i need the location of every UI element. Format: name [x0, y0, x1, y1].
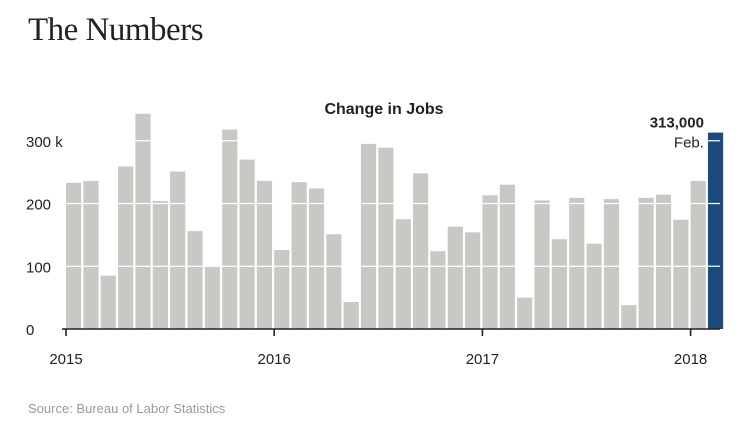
bar [465, 232, 481, 329]
bar [360, 143, 377, 329]
bar [603, 199, 620, 329]
y-tick-label: 300 k [26, 134, 63, 151]
bar [378, 147, 394, 329]
bar [118, 166, 134, 329]
bar [66, 182, 82, 329]
bar [569, 197, 585, 329]
x-tick-label: 2015 [49, 351, 82, 368]
bar [100, 275, 116, 329]
bar [551, 239, 567, 329]
annotation-month: Feb. [674, 135, 704, 152]
bar [517, 297, 533, 329]
y-tick-label: 100 [26, 259, 51, 276]
bar [586, 243, 602, 329]
bar [83, 180, 99, 329]
source-note: Source: Bureau of Labor Statistics [28, 401, 226, 416]
page-title: The Numbers [28, 12, 204, 48]
y-axis-labels: 0 100 200 300 k [26, 134, 63, 339]
bar [690, 180, 706, 329]
bar [326, 234, 342, 329]
x-tick-label: 2017 [466, 351, 499, 368]
annotation-value: 313,000 [650, 115, 704, 132]
x-axis-ticks: 2015 2016 2017 2018 [49, 329, 707, 368]
bar [152, 200, 168, 329]
y-tick-label: 200 [26, 197, 51, 214]
bars [66, 113, 724, 330]
bar [499, 184, 515, 329]
bar [395, 219, 411, 329]
bar [655, 194, 672, 329]
x-tick-label: 2016 [258, 351, 291, 368]
bar [239, 159, 255, 329]
bar [482, 195, 498, 329]
bar [447, 226, 463, 329]
gridlines [66, 140, 720, 267]
bar [534, 200, 550, 329]
x-tick-label: 2018 [674, 351, 707, 368]
y-tick-label: 0 [26, 322, 34, 339]
bar [413, 173, 429, 329]
bar [222, 129, 238, 329]
bar [274, 249, 290, 329]
bar [621, 305, 637, 329]
bar-highlighted [707, 132, 724, 329]
bar [430, 251, 446, 329]
chart-title: Change in Jobs [324, 101, 443, 118]
bar [343, 302, 359, 329]
bar [170, 171, 186, 329]
bar [256, 180, 273, 329]
bar [308, 188, 325, 329]
bar [204, 266, 220, 329]
bar [673, 219, 689, 329]
bar [291, 182, 307, 329]
bar [187, 231, 203, 329]
bar [638, 197, 654, 329]
bar [135, 113, 151, 330]
